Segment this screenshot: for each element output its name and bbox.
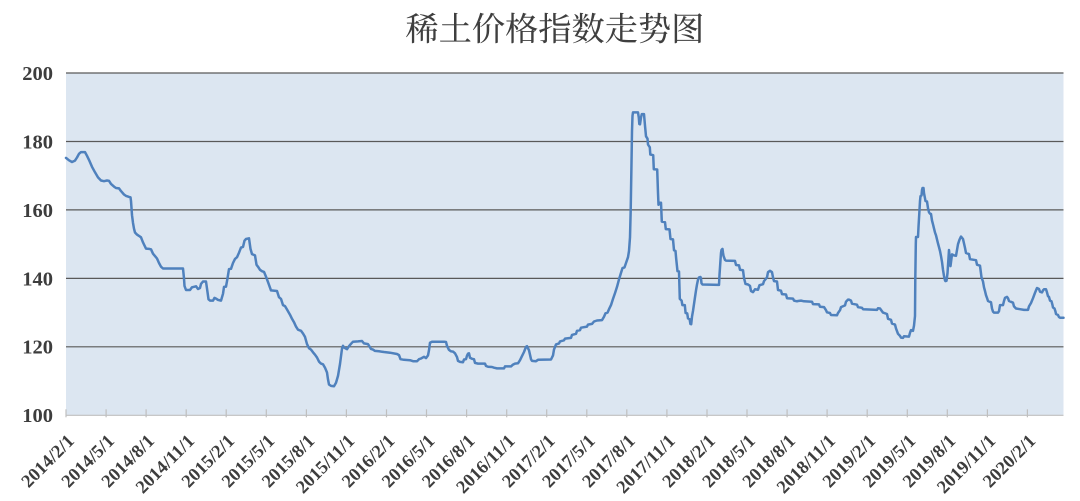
svg-text:160: 160 [22, 200, 53, 222]
svg-text:200: 200 [22, 63, 53, 85]
svg-text:140: 140 [22, 268, 53, 290]
svg-text:180: 180 [22, 131, 53, 153]
svg-text:120: 120 [22, 337, 53, 359]
svg-text:100: 100 [22, 405, 53, 427]
